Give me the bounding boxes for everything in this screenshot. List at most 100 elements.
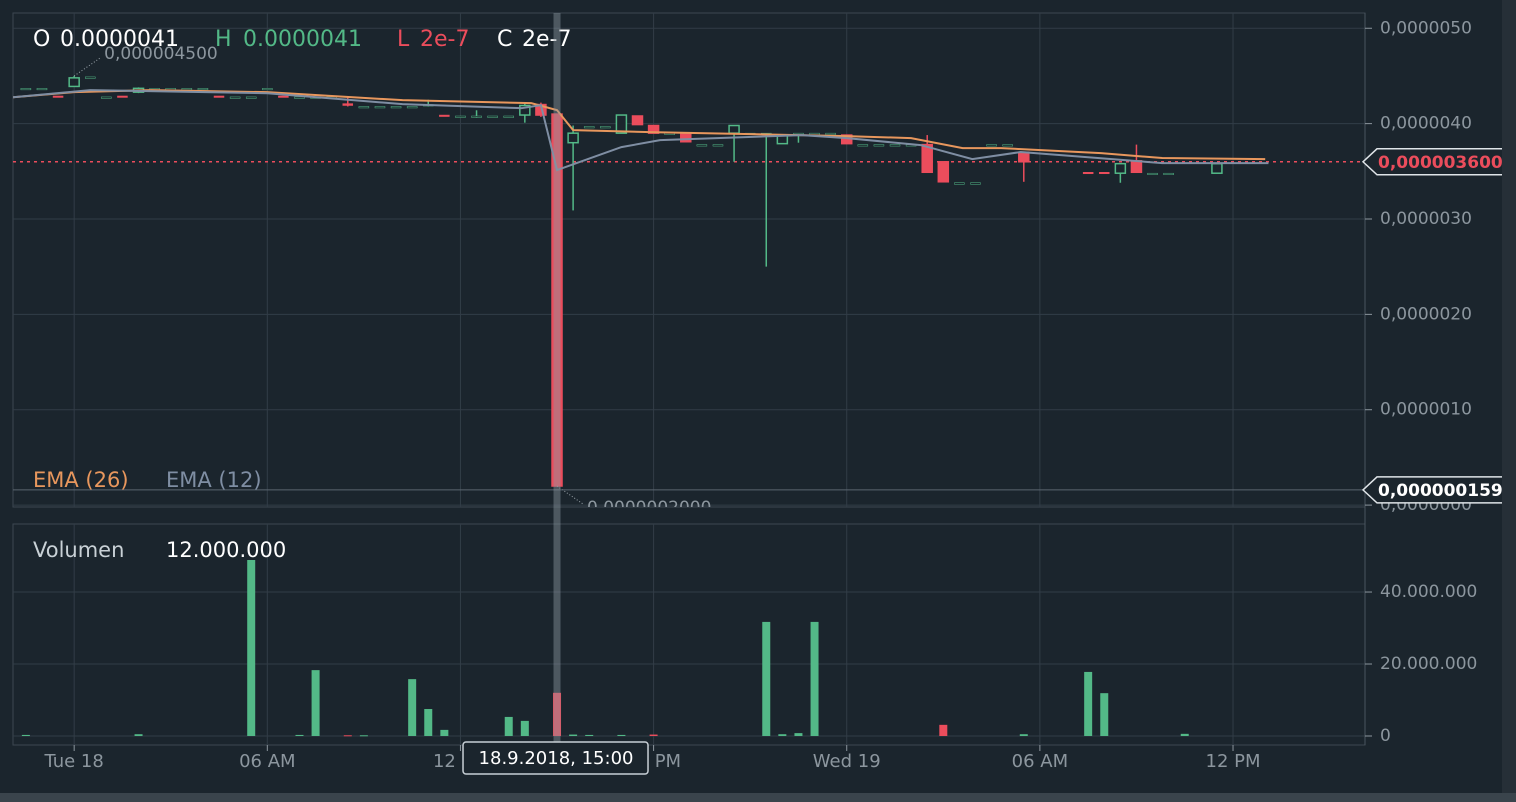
volume-bar	[810, 621, 819, 737]
volume-bar	[21, 734, 30, 737]
y-tick-label: 0,0000020	[1380, 304, 1472, 324]
candle-body	[954, 182, 965, 185]
y-tick-label: 20.000.000	[1380, 654, 1477, 674]
ohlc-value: 2e-7	[522, 27, 571, 52]
volume-bar	[649, 734, 658, 737]
volume-bar	[504, 716, 513, 737]
ema-line	[13, 89, 1269, 172]
volume-bar	[939, 724, 948, 737]
candle-body	[1099, 172, 1110, 175]
volume-bar	[1019, 734, 1028, 737]
candle-body	[390, 106, 402, 109]
candle-body	[20, 88, 32, 91]
legend-label: EMA (26)	[33, 468, 129, 492]
volume-title: Volumen	[33, 538, 124, 562]
candle-body	[455, 115, 466, 118]
candle-body	[519, 104, 531, 116]
candle-body	[1002, 144, 1013, 147]
candle-body	[262, 88, 273, 91]
candle-body	[294, 96, 305, 99]
volume-bar	[1084, 671, 1093, 737]
volume-bar	[440, 729, 449, 737]
candle-body	[52, 95, 64, 98]
candle-body	[1082, 172, 1094, 175]
candle-body	[1211, 162, 1223, 174]
candle-body	[583, 126, 595, 129]
candle-body	[117, 95, 128, 98]
candle-body	[245, 96, 257, 99]
price-tag	[1361, 148, 1502, 176]
y-tick-label: 40.000.000	[1380, 582, 1477, 602]
ohlc-label: L	[397, 27, 410, 52]
x-tick-label: Tue 18	[43, 751, 103, 772]
annotation-leader	[73, 57, 101, 77]
x-tick-label: Wed 19	[813, 751, 881, 772]
annotation-leader	[556, 485, 584, 505]
candle-body	[986, 144, 997, 147]
ohlc-label: C	[497, 27, 512, 52]
volume-bar	[585, 734, 594, 737]
volume-bar	[359, 735, 368, 737]
volume-bar	[408, 679, 417, 737]
candle-body	[825, 132, 836, 135]
x-tick-label: 12 PM	[1206, 751, 1261, 772]
legend-label: EMA (12)	[166, 468, 262, 492]
ohlc-label: H	[215, 27, 232, 52]
volume-bar	[794, 733, 803, 737]
y-tick-label: 0,0000010	[1380, 400, 1472, 420]
ema-line	[13, 89, 1266, 161]
candle-body	[600, 126, 611, 129]
candle-body	[68, 77, 80, 88]
candle-body	[358, 106, 370, 109]
candle-body	[712, 144, 724, 147]
candle-body	[471, 115, 482, 118]
candle-body	[857, 144, 869, 147]
y-tick-label: 0,0000030	[1380, 209, 1472, 229]
volume-bar	[1100, 693, 1109, 737]
annotation: 0,0000002000	[587, 498, 711, 518]
volume-bar	[520, 720, 529, 737]
candle-body	[696, 144, 708, 147]
side-strip	[1502, 0, 1516, 802]
candle-body	[101, 96, 112, 99]
ohlc-value: 2e-7	[420, 27, 469, 52]
candle-body	[680, 132, 692, 143]
candle-body	[1114, 162, 1127, 174]
x-tick-label: 06 AM	[239, 751, 295, 772]
candle-body	[1163, 172, 1174, 175]
candle-body	[921, 143, 933, 174]
ohlc-value: 0.0000041	[243, 27, 362, 52]
candle-body	[970, 182, 981, 185]
candle-body	[229, 96, 241, 99]
volume-bar	[617, 734, 626, 737]
candle-body	[1018, 151, 1030, 163]
volume-bar	[134, 734, 143, 737]
candle-body	[213, 95, 225, 98]
ohlc-label: O	[33, 27, 50, 52]
volume-bar	[569, 734, 578, 737]
x-tick-label: 06 AM	[1012, 751, 1068, 772]
candle-body	[439, 114, 450, 117]
candle-body	[873, 144, 885, 147]
candle-body	[1130, 160, 1143, 174]
candle-body	[503, 115, 514, 118]
price-tag-label: 0,000000159	[1378, 481, 1503, 501]
candle-body	[197, 88, 209, 91]
candle-body	[615, 114, 628, 134]
candle-body	[406, 106, 418, 109]
candle-body	[342, 103, 354, 106]
volume-bar	[247, 559, 256, 737]
candle-body	[937, 161, 950, 183]
volume-bar	[295, 734, 304, 737]
candle-body	[374, 106, 386, 109]
candle-body	[1147, 172, 1158, 175]
volume-bar	[1180, 733, 1189, 737]
volume-current: 12.000.000	[166, 538, 286, 562]
candle-body	[36, 88, 48, 91]
volume-bar	[311, 670, 320, 737]
crosshair	[553, 13, 561, 745]
candle-body	[487, 115, 498, 118]
candle-body	[728, 124, 740, 134]
